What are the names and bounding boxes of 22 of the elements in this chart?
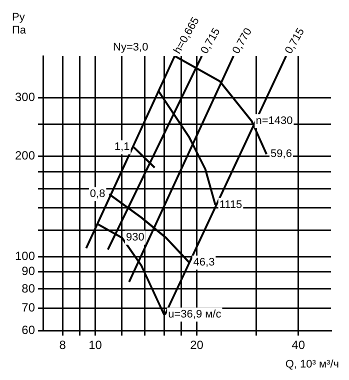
annotation: n=1430: [256, 115, 293, 128]
annotation: 0,8: [90, 188, 106, 200]
y-tick-label: 300: [14, 90, 36, 104]
x-tick-label: 40: [292, 338, 306, 352]
y-tick-label: 70: [22, 300, 36, 315]
y-tick-label: 80: [22, 281, 36, 296]
annotation: 930: [126, 232, 144, 244]
annotation: u=36,9 м/с: [168, 308, 222, 321]
y-tick-label: 200: [14, 148, 36, 163]
x-tick-label: 10: [88, 338, 102, 352]
annotation: 1,1: [114, 141, 130, 154]
x-tick-label: 20: [190, 338, 204, 352]
y-tick-label: 100: [14, 248, 36, 263]
annotation: 46,3: [193, 256, 215, 269]
y-axis-title: Ру Па: [12, 12, 27, 37]
y-tick-label: 60: [22, 322, 36, 337]
x-tick-label: 8: [59, 338, 66, 352]
annotation: 1115: [219, 198, 242, 211]
y-tick-label: 90: [22, 264, 36, 278]
x-axis-title: Q, 10³ м³/ч: [285, 358, 339, 371]
text: Ny=3,0: [113, 42, 148, 54]
annotation: 59,6: [270, 148, 292, 160]
